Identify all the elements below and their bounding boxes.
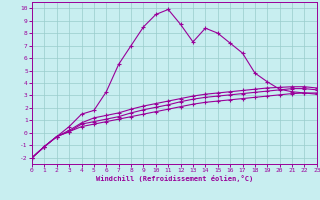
- X-axis label: Windchill (Refroidissement éolien,°C): Windchill (Refroidissement éolien,°C): [96, 175, 253, 182]
